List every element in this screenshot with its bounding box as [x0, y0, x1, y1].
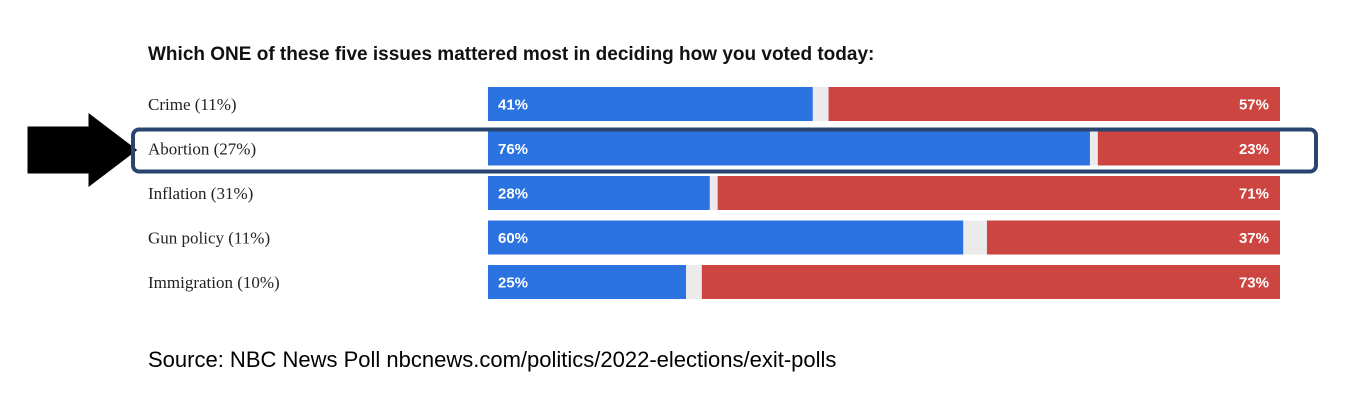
value-label-red: 73%: [1239, 275, 1269, 292]
bar-red: [1097, 131, 1280, 166]
value-label-red: 57%: [1239, 97, 1269, 114]
right-arrow-icon: [26, 110, 139, 190]
value-label-red: 71%: [1239, 186, 1269, 203]
bar-red: [717, 176, 1280, 210]
bar-row: Crime (11%) 41% 57%: [148, 87, 1280, 121]
bar-blue: [488, 265, 686, 299]
value-label-blue: 76%: [498, 141, 528, 158]
bar-red: [986, 220, 1280, 255]
bar-row: Inflation (31%) 28% 71%: [148, 176, 1280, 210]
category-label: Crime (11%): [148, 95, 237, 114]
source-note: Source: NBC News Poll nbcnews.com/politi…: [148, 347, 836, 372]
bar-blue: [488, 131, 1090, 166]
category-label: Inflation (31%): [148, 184, 253, 203]
value-label-blue: 28%: [498, 186, 528, 203]
bar-row: Abortion (27%) 76% 23%: [148, 131, 1280, 166]
bar-blue: [488, 87, 813, 121]
bar-row: Immigration (10%) 25% 73%: [148, 265, 1280, 299]
category-label: Abortion (27%): [148, 140, 256, 159]
bar-red: [828, 87, 1280, 121]
chart-title: Which ONE of these five issues mattered …: [148, 44, 874, 65]
value-label-blue: 60%: [498, 230, 528, 247]
value-label-blue: 25%: [498, 275, 528, 292]
value-label-red: 23%: [1239, 141, 1269, 158]
bar-blue: [488, 176, 710, 210]
bar-red: [701, 265, 1280, 299]
bar-blue: [488, 220, 964, 255]
value-label-blue: 41%: [498, 97, 528, 114]
bar-rows: Crime (11%) 41% 57% Abortion (27%) 76% 23% Inf…: [148, 87, 1280, 299]
value-label-red: 37%: [1239, 230, 1269, 247]
category-label: Gun policy (11%): [148, 229, 270, 248]
bar-row: Gun policy (11%) 60% 37%: [148, 220, 1280, 255]
highlight-box: [131, 127, 1318, 174]
category-label: Immigration (10%): [148, 273, 280, 292]
